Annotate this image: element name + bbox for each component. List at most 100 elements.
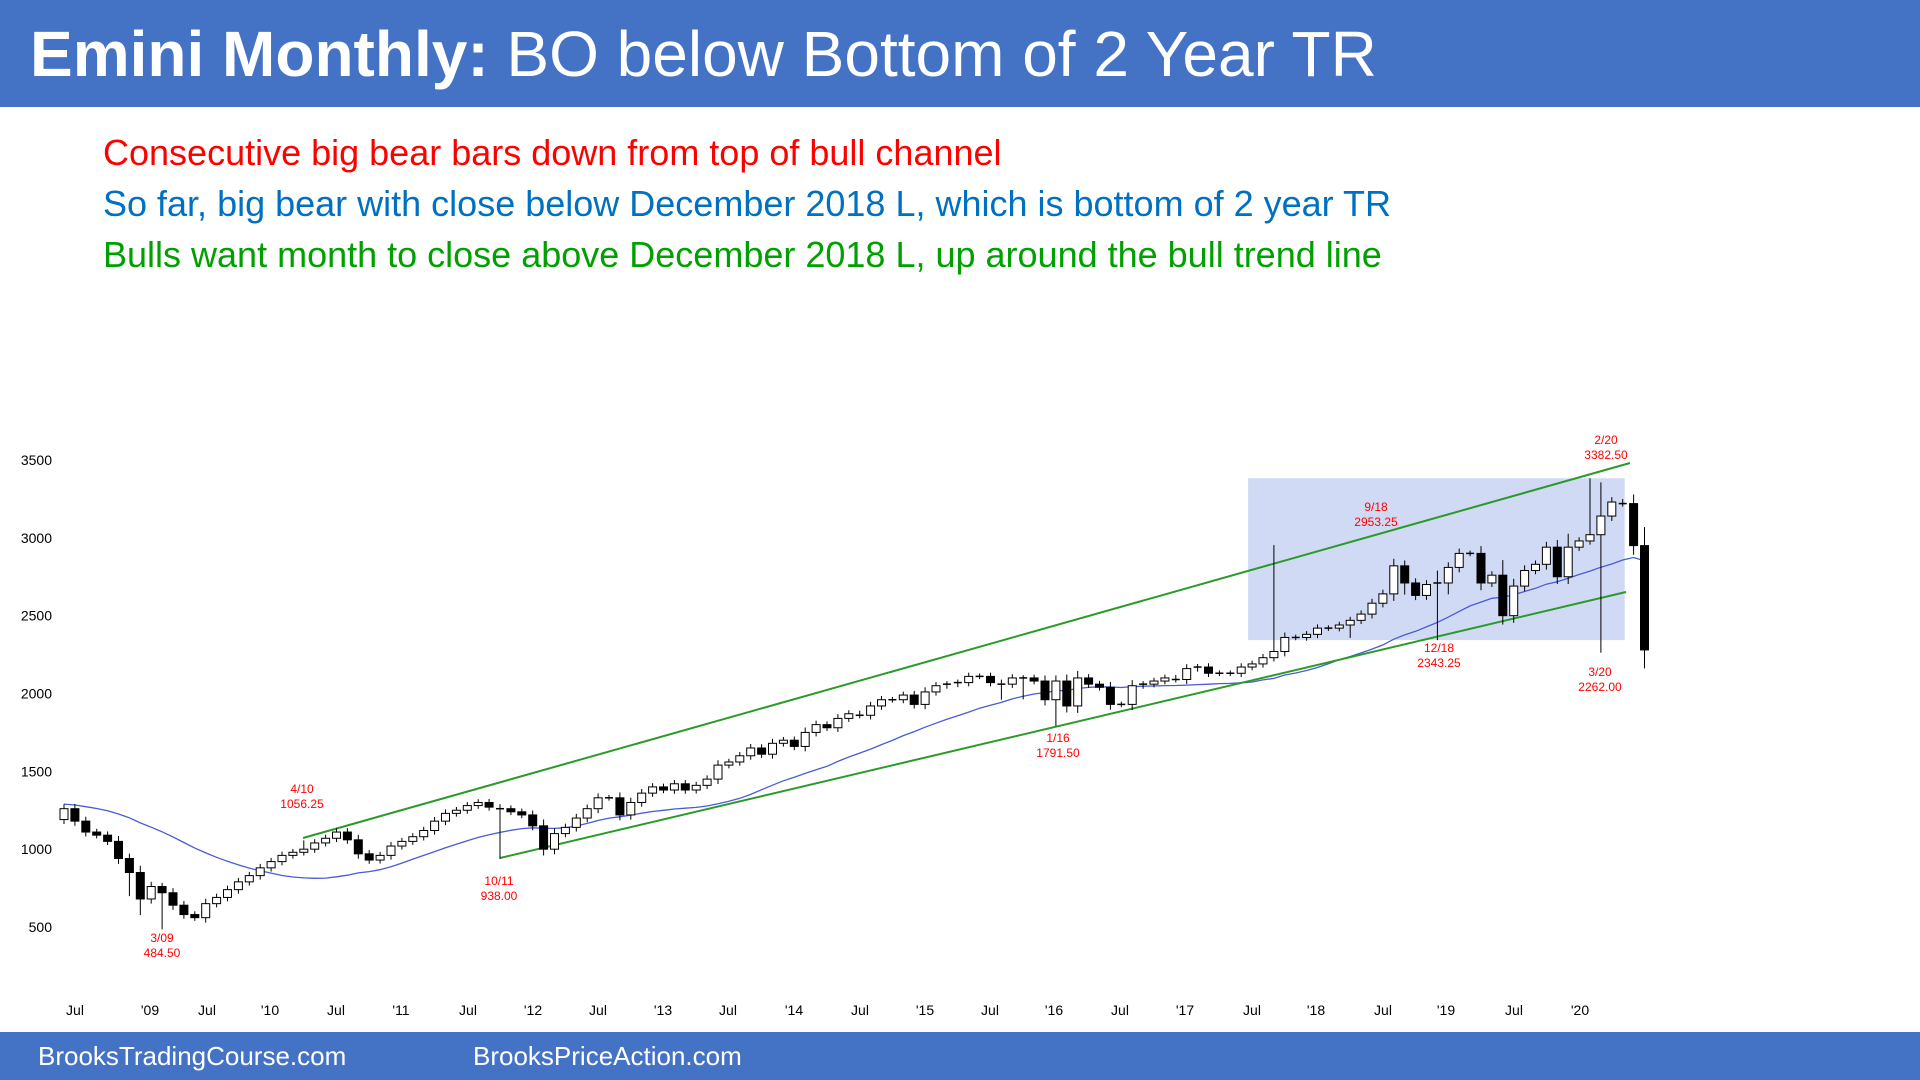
candle-body-bear [103, 834, 113, 842]
candle-body-bull [964, 675, 974, 684]
x-tick-label: Jul [589, 1002, 607, 1018]
annotation-price: 3382.50 [1584, 448, 1628, 462]
candle-body-bear [506, 808, 516, 813]
x-tick-label: '09 [141, 1002, 159, 1018]
candle-body-bull [648, 786, 658, 794]
candle-body-bull [713, 764, 723, 780]
candle-body-bear [680, 783, 690, 791]
x-tick-label: '15 [916, 1002, 934, 1018]
candle-body-bull [1149, 680, 1159, 685]
candle-body-bear [179, 904, 189, 916]
candle-body-bull [146, 886, 156, 900]
y-tick-label: 1500 [21, 763, 52, 779]
candle-body-bull [920, 691, 930, 705]
candle-body-bear [517, 811, 527, 816]
candle-body-bull [1607, 501, 1617, 517]
candle-body-bull [691, 784, 701, 791]
x-tick-label: '17 [1176, 1002, 1194, 1018]
candle-body-bull [1313, 627, 1322, 635]
candle-body-bear [135, 872, 145, 900]
candle-body-bull [1520, 570, 1530, 587]
candle-body-bear [1204, 666, 1213, 674]
candle-body-bear [1629, 503, 1639, 547]
x-tick-label: '19 [1437, 1002, 1455, 1018]
candle-body-bull [593, 797, 603, 810]
candle-body-bull [931, 685, 941, 693]
footer-bar: BrooksTradingCourse.com BrooksPriceActio… [0, 1032, 1920, 1080]
annotation-date: 10/11 [484, 874, 513, 888]
annotation-price: 1791.50 [1036, 746, 1080, 760]
candle-body-bull [1531, 563, 1540, 572]
candle-body-bull [1345, 619, 1355, 626]
candle-body-bull [1269, 650, 1279, 659]
candle-body-bear [1040, 680, 1050, 701]
candle-body-bear [353, 839, 363, 855]
candle-body-bear [1476, 552, 1486, 584]
candle-body-bear [364, 853, 374, 861]
candle-body-bull [1454, 552, 1464, 568]
x-tick-label: '11 [392, 1002, 409, 1018]
slide-title: Emini Monthly: BO below Bottom of 2 Year… [30, 14, 1377, 94]
candle-body-bull [397, 840, 407, 847]
candle-body-bull [1160, 677, 1170, 682]
candle-body-bull [746, 747, 756, 757]
candle-body-bear [659, 786, 668, 791]
annotation-date: 12/18 [1424, 641, 1454, 655]
candle-body-bull [833, 717, 843, 729]
candle-body-bull [321, 837, 331, 844]
candle-body-bear [986, 675, 995, 684]
y-tick-label: 1000 [21, 841, 52, 857]
candle-body-bear [1029, 677, 1039, 682]
candle-body-bull [223, 889, 232, 898]
title-bar: Emini Monthly: BO below Bottom of 2 Year… [0, 0, 1920, 107]
candle-body-bull [1378, 593, 1388, 604]
candle-body-bull [430, 820, 440, 831]
candle-body-bear [1498, 574, 1508, 617]
x-tick-label: Jul [66, 1002, 84, 1018]
candle-body-bull [550, 833, 559, 850]
x-tick-label: Jul [1505, 1002, 1523, 1018]
annotation-date: 4/10 [290, 782, 314, 796]
candle-body-bear [342, 831, 352, 841]
candle-body-bull [1280, 636, 1290, 652]
y-tick-label: 2000 [21, 686, 52, 702]
x-tick-label: Jul [198, 1002, 216, 1018]
candle-body-bear [81, 820, 91, 833]
footer-left-link[interactable]: BrooksTradingCourse.com [38, 1041, 347, 1071]
bull-channel-lower-line [499, 591, 1627, 859]
candle-body-bull [702, 778, 712, 786]
title-rest: BO below Bottom of 2 Year TR [506, 18, 1377, 90]
candle-body-bull [277, 854, 287, 863]
candle-body-bear [822, 724, 832, 729]
x-tick-label: '20 [1571, 1002, 1589, 1018]
candle-body-bull [419, 829, 429, 838]
candle-body-bull [1127, 685, 1137, 705]
candle-body-bear [1084, 677, 1094, 685]
candle-body-bull [1236, 666, 1246, 674]
title-bold: Emini Monthly: [30, 18, 489, 90]
annotation-date: 9/18 [1364, 500, 1388, 514]
candle-body-bear [615, 797, 625, 816]
candle-body-bear [70, 808, 80, 822]
y-tick-label: 2500 [21, 608, 52, 624]
candle-body-bull [1367, 602, 1377, 615]
moving-average-line [63, 556, 1645, 879]
annotation-price: 2953.25 [1354, 515, 1398, 529]
candle-body-bull [441, 812, 450, 822]
candle-body-bear [1400, 565, 1410, 584]
candle-body-bear [539, 825, 549, 850]
candle-body-bull [1302, 633, 1312, 638]
candle-body-bull [1247, 663, 1257, 668]
candle-body-bull [1334, 624, 1344, 629]
x-tick-label: Jul [459, 1002, 477, 1018]
candle-body-bull [212, 896, 222, 905]
footer-right-link[interactable]: BrooksPriceAction.com [473, 1041, 742, 1071]
bullet-2: So far, big bear with close below Decemb… [103, 183, 1391, 224]
candle-body-bull [1182, 668, 1192, 680]
candle-body-bull [637, 792, 647, 803]
candle-body-bull [375, 854, 385, 861]
annotation-price: 2262.00 [1578, 680, 1622, 694]
candle-body-bull [1389, 565, 1399, 595]
candle-body-bull [844, 713, 854, 719]
candle-body-bear [124, 858, 134, 874]
